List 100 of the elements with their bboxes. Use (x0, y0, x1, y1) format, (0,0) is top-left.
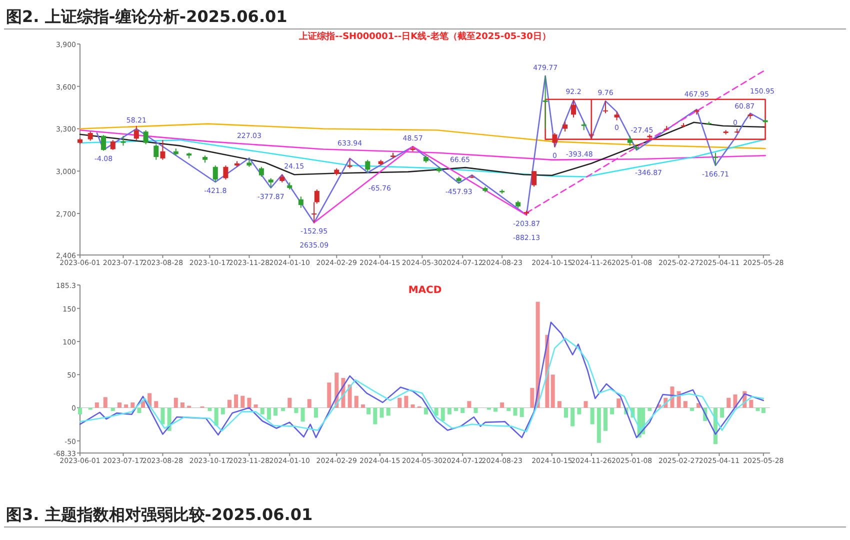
bar (404, 396, 408, 408)
bar (124, 404, 128, 408)
bar (683, 401, 688, 408)
bar (440, 408, 445, 421)
candlestick (258, 166, 264, 178)
bar (690, 408, 694, 412)
bar (373, 408, 378, 424)
candlestick (347, 158, 352, 169)
candlestick (134, 125, 139, 141)
bar (530, 388, 534, 408)
bar (307, 399, 312, 408)
bar (467, 401, 472, 408)
bar (300, 408, 305, 422)
bar (154, 401, 158, 408)
chart-subtitle: 上证综指--SH000001--日K线-老笔（截至2025-05-30日） (298, 31, 551, 42)
candlestick (712, 152, 718, 166)
bar (564, 408, 568, 418)
bar (260, 408, 264, 414)
bar (454, 408, 458, 412)
bar (234, 394, 238, 408)
bar (266, 408, 271, 420)
candlestick (143, 130, 148, 145)
candlestick (532, 170, 537, 188)
bar (137, 408, 142, 414)
candlestick (312, 202, 317, 224)
bar (110, 408, 115, 412)
bar (130, 402, 135, 408)
candlestick (542, 75, 548, 130)
bar (494, 408, 498, 412)
bar (557, 401, 562, 408)
candlestick (101, 134, 106, 152)
candlestick (552, 132, 558, 148)
bar (603, 408, 608, 431)
bar (247, 398, 252, 408)
bar (288, 398, 292, 408)
bar (366, 408, 371, 414)
bar (254, 404, 258, 408)
bar (386, 408, 390, 416)
bar (749, 400, 754, 408)
candlestick (160, 140, 166, 160)
bar (380, 408, 384, 418)
candlestick (562, 121, 568, 132)
bar (506, 408, 511, 412)
line-series (79, 322, 764, 438)
bar (424, 408, 428, 414)
bar (314, 408, 318, 418)
bar (590, 408, 594, 424)
bar (360, 404, 365, 408)
line-series (79, 338, 764, 432)
line-series (79, 122, 766, 176)
bar (78, 408, 82, 414)
bar (348, 384, 352, 408)
bar (616, 398, 621, 408)
candlestick (154, 144, 159, 160)
bar (214, 408, 218, 426)
bar (447, 408, 452, 414)
candlestick (88, 131, 93, 142)
bar (398, 398, 402, 408)
chart-title: MACD (408, 285, 442, 296)
bar (208, 408, 212, 412)
candlestick (268, 178, 274, 188)
bar (94, 402, 99, 408)
candlestick (110, 140, 116, 150)
candlestick (365, 159, 370, 174)
bar (733, 394, 738, 408)
bar (240, 396, 245, 408)
candlestick (223, 164, 228, 180)
bar (160, 408, 165, 424)
candlestick (314, 188, 320, 204)
bar (513, 408, 518, 416)
chart-title: 图2. 上证综指-缠论分析-2025.06.01 (6, 7, 288, 26)
bar (227, 400, 232, 408)
bar (577, 408, 582, 414)
bar (536, 302, 540, 408)
bar (550, 374, 555, 408)
bar (180, 402, 184, 408)
bar (460, 408, 465, 414)
bar (648, 408, 652, 412)
bar (596, 408, 601, 443)
text: 图3. 主题指数相对强弱比较-2025.06.01 (6, 505, 313, 524)
bar (610, 408, 614, 414)
bar (103, 397, 108, 408)
candlestick (627, 135, 632, 146)
bar (220, 408, 225, 414)
bar (720, 408, 724, 418)
bar (174, 398, 178, 408)
candlestick (602, 100, 608, 114)
bar (410, 404, 415, 408)
bar (354, 396, 358, 408)
bar (500, 402, 504, 408)
bar (520, 408, 524, 418)
candlestick (298, 196, 304, 208)
candlestick (571, 100, 576, 118)
bar (274, 408, 278, 416)
bar (117, 402, 122, 408)
bar (726, 398, 731, 408)
bar (294, 408, 298, 414)
bar (474, 408, 478, 414)
bar (584, 401, 588, 408)
bar (570, 408, 575, 426)
